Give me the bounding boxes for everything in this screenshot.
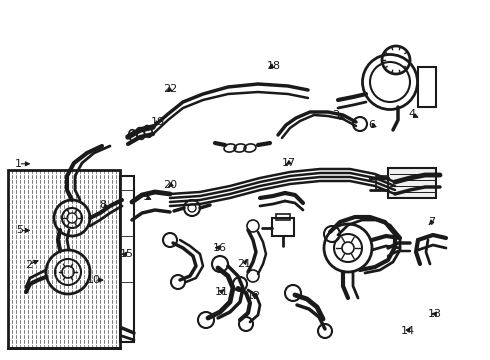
Bar [376,176,388,190]
Text: 6: 6 [368,120,375,130]
Text: 3: 3 [332,110,339,120]
Text: 13: 13 [428,309,442,319]
Bar [120,176,134,342]
Text: 15: 15 [120,249,133,259]
Text: 10: 10 [87,275,101,285]
Text: 2: 2 [25,260,32,270]
Bar [276,214,290,220]
Text: 19: 19 [151,117,165,127]
Text: 1: 1 [15,159,22,169]
Text: 22: 22 [163,84,178,94]
Text: 18: 18 [267,60,280,71]
Text: 5: 5 [16,225,23,235]
Text: 8: 8 [99,200,106,210]
Text: 20: 20 [164,180,177,190]
Text: 4: 4 [408,109,415,120]
Text: 16: 16 [213,243,226,253]
Bar [418,67,436,107]
Text: 17: 17 [282,158,296,168]
Bar [388,168,436,198]
Text: 11: 11 [215,287,228,297]
Text: 12: 12 [247,291,261,301]
Bar [8,170,120,348]
Text: 7: 7 [428,217,435,228]
Bar [272,218,294,236]
Text: 9: 9 [143,192,149,202]
Text: 21: 21 [237,258,251,269]
Text: 14: 14 [401,326,415,336]
